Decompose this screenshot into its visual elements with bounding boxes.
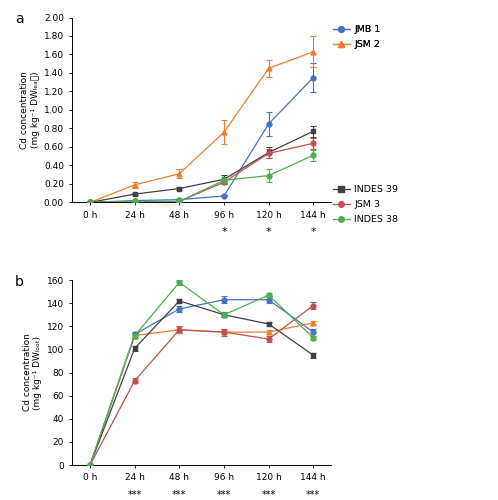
Text: ***: *** (261, 490, 276, 500)
Text: *: * (266, 228, 271, 237)
Y-axis label: Cd concentration
(mg kg⁻¹ DWₗₑₐ⁦): Cd concentration (mg kg⁻¹ DWₗₑₐ⁦) (20, 71, 39, 149)
Text: a: a (15, 12, 24, 26)
Legend: JMB 1, JSM 2: JMB 1, JSM 2 (333, 25, 380, 49)
Text: ***: *** (306, 490, 320, 500)
Text: b: b (15, 274, 24, 288)
Text: ***: *** (172, 490, 186, 500)
Y-axis label: Cd concentration
(mg kg⁻¹ DWₗₒₒₜ): Cd concentration (mg kg⁻¹ DWₗₒₒₜ) (23, 334, 42, 411)
Legend: INDES 39, JSM 3, INDES 38: INDES 39, JSM 3, INDES 38 (333, 185, 398, 224)
Text: *: * (221, 228, 227, 237)
Text: *: * (310, 228, 316, 237)
Text: ***: *** (127, 490, 142, 500)
Text: ***: *** (217, 490, 231, 500)
